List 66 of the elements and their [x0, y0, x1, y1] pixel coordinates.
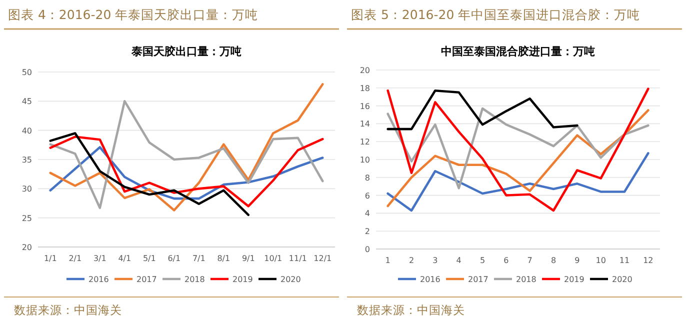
x-tick-label: 11/1	[288, 254, 307, 263]
y-tick-label: 10	[360, 156, 370, 164]
x-tick-label: 9/1	[242, 254, 255, 263]
x-tick-label: 7/1	[192, 254, 206, 263]
line-series	[49, 136, 324, 208]
legend-label: 2019	[564, 275, 584, 284]
line-series	[386, 88, 650, 212]
x-tick-label: 12	[643, 256, 654, 265]
y-tick-label: 45	[22, 97, 32, 106]
y-tick-label: 18	[360, 84, 370, 93]
y-tick-label: 30	[22, 184, 32, 194]
x-tick-label: 5/1	[142, 254, 156, 263]
legend-label: 2019	[232, 275, 253, 284]
x-tick-label: 2	[408, 256, 414, 265]
legend-label: 2020	[280, 275, 301, 284]
line-series	[49, 132, 250, 216]
line-series	[386, 109, 650, 208]
y-tick-label: 4	[364, 209, 370, 218]
legend-label: 2016	[88, 275, 109, 284]
x-tick-label: 5	[480, 256, 486, 265]
x-tick-label: 8	[550, 256, 556, 265]
legend-label: 2018	[184, 275, 205, 284]
y-tick-label: 16	[360, 102, 370, 111]
line-series	[386, 89, 578, 130]
x-tick-label: 10/1	[264, 254, 282, 263]
x-tick-label: 6	[504, 256, 509, 265]
y-tick-label: 40	[22, 126, 32, 136]
y-tick-label: 12	[360, 138, 370, 147]
x-tick-label: 1	[385, 256, 390, 265]
x-tick-label: 12/1	[314, 254, 332, 263]
x-tick-label: 2/1	[68, 254, 82, 263]
x-tick-label: 8/1	[217, 254, 230, 263]
y-tick-label: 25	[22, 214, 32, 223]
legend-label: 2020	[612, 275, 632, 284]
y-tick-label: 35	[22, 156, 32, 164]
x-tick-label: 9	[574, 256, 580, 265]
x-tick-label: 6/1	[168, 254, 181, 263]
x-tick-label: 10	[596, 256, 606, 265]
legend-label: 2016	[420, 275, 440, 284]
chart-title: 图表 5：2016-20 年中国至泰国进口混合胶：万吨	[351, 7, 640, 22]
legend-label: 2017	[468, 275, 488, 284]
line-series	[49, 146, 324, 200]
y-tick-label: 20	[360, 66, 370, 75]
chart-title: 图表 4：2016-20 年泰国天胶出口量：万吨	[8, 7, 258, 22]
source-note: 数据来源：中国海关	[357, 303, 465, 317]
x-tick-label: 3	[432, 256, 438, 265]
y-tick-label: 14	[360, 120, 370, 129]
line-series	[386, 152, 650, 212]
y-tick-label: 2	[364, 227, 370, 236]
y-tick-label: 8	[364, 173, 370, 182]
y-tick-label: 6	[364, 191, 370, 200]
x-tick-label: 11	[619, 256, 630, 265]
y-tick-label: 20	[22, 243, 32, 252]
x-tick-label: 1/1	[44, 254, 57, 263]
legend-label: 2017	[136, 275, 157, 284]
chart-subtitle: 中国至泰国混合胶进口量：万吨	[441, 45, 595, 58]
source-note: 数据来源：中国海关	[14, 303, 122, 317]
legend-label: 2018	[516, 275, 536, 284]
y-tick-label: 50	[22, 68, 32, 77]
x-tick-label: 4	[456, 256, 462, 265]
chart-subtitle: 泰国天胶出口量：万吨	[130, 45, 242, 58]
x-tick-label: 4/1	[118, 254, 132, 263]
x-tick-label: 7	[527, 256, 532, 265]
line-series	[386, 107, 650, 190]
x-tick-label: 3/1	[93, 254, 106, 263]
y-tick-label: 0	[364, 245, 370, 254]
